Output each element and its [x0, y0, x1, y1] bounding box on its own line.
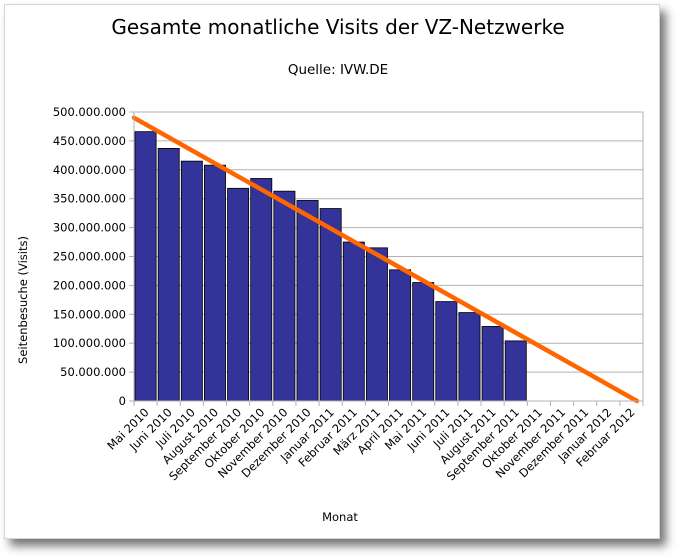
y-tick-label: 350.000.000 [53, 192, 126, 206]
y-tick-label: 50.000.000 [60, 365, 126, 379]
bar [204, 164, 226, 402]
bar [481, 326, 504, 402]
y-tick-label: 500.000.000 [53, 105, 126, 119]
trendline [131, 115, 640, 404]
y-tick-label: 300.000.000 [53, 221, 126, 235]
bar [180, 160, 203, 402]
y-tick-label: 450.000.000 [53, 134, 126, 148]
y-tick-label: 100.000.000 [53, 336, 126, 350]
bar [435, 301, 458, 402]
y-tick-labels: 0 50.000.000 100.000.000 150.000.000 200.000… [53, 105, 126, 408]
y-tick-label: 200.000.000 [53, 278, 126, 292]
y-tick-label: 400.000.000 [53, 163, 126, 177]
bar [250, 178, 273, 402]
y-tick-label: 0 [119, 394, 126, 408]
bar [157, 148, 180, 402]
chart-title: Gesamte monatliche Visits der VZ-Netzwer… [111, 15, 564, 39]
bar [342, 241, 365, 402]
bar [227, 187, 250, 402]
bar [389, 269, 412, 402]
bars [134, 131, 527, 402]
bar [412, 282, 435, 402]
bar [134, 131, 157, 402]
x-axis-title: Monat [322, 510, 358, 524]
chart-subtitle: Quelle: IVW.DE [288, 62, 388, 78]
bar [273, 190, 296, 402]
y-tick-label: 150.000.000 [53, 307, 126, 321]
bar [458, 312, 481, 402]
bar [504, 340, 527, 402]
bar [319, 208, 342, 402]
bar [296, 200, 319, 402]
trendline-path [131, 115, 640, 404]
y-tick-label: 250.000.000 [53, 250, 126, 264]
y-axis-title: Seitenbesuche (Visits) [16, 236, 30, 364]
axes [129, 111, 644, 406]
bar [365, 247, 388, 402]
